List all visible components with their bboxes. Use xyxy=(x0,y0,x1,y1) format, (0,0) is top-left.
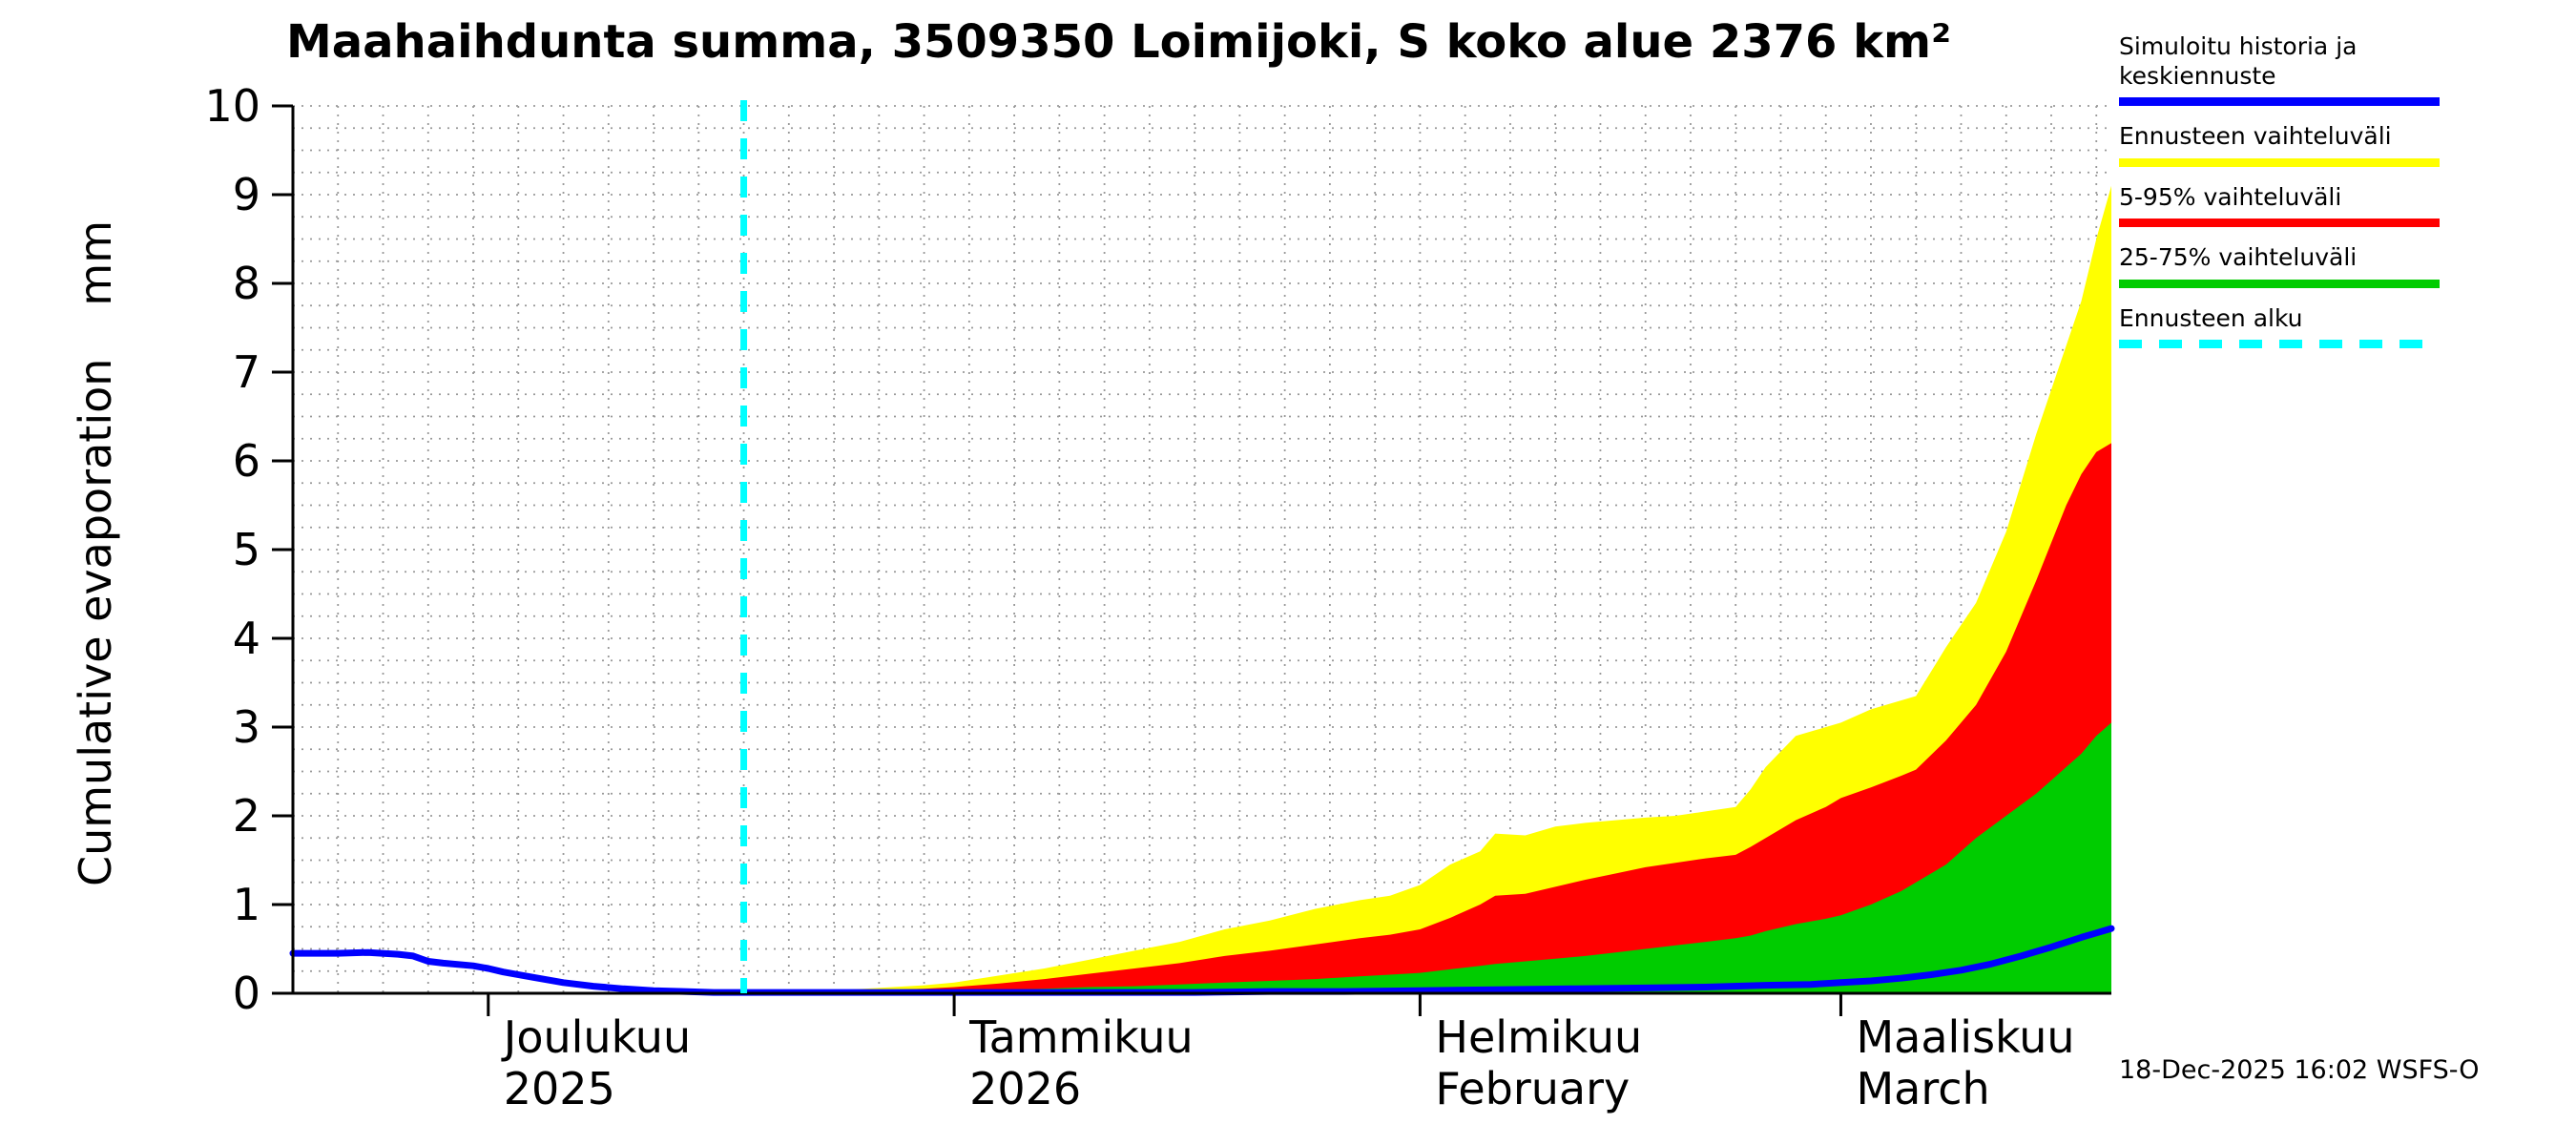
legend-item-4: Ennusteen alku xyxy=(2119,303,2440,348)
month-label: Tammikuu xyxy=(968,1011,1194,1063)
month-label: Joulukuu xyxy=(501,1011,691,1063)
legend-item-3: 25-75% vaihteluväli xyxy=(2119,243,2440,288)
y-tick-label: 6 xyxy=(233,435,260,487)
timestamp: 18-Dec-2025 16:02 WSFS-O xyxy=(2119,1055,2480,1085)
legend-label: Simuloitu historia ja keskiennuste xyxy=(2119,32,2358,90)
page-title: Maahaihdunta summa, 3509350 Loimijoki, S… xyxy=(286,15,1952,69)
band-ffff00 xyxy=(743,185,2111,993)
month-label: Helmikuu xyxy=(1435,1011,1642,1063)
month-sublabel: March xyxy=(1856,1063,1989,1114)
y-tick-label: 3 xyxy=(233,701,260,753)
legend-swatch-dashed xyxy=(2119,340,2440,348)
y-tick-label: 7 xyxy=(233,346,260,398)
legend-label: 5-95% vaihteluväli xyxy=(2119,182,2342,211)
month-sublabel: 2025 xyxy=(504,1063,615,1114)
y-tick-label: 5 xyxy=(233,524,260,575)
month-sublabel: February xyxy=(1435,1063,1630,1114)
y-tick-label: 10 xyxy=(204,80,260,132)
legend-swatch xyxy=(2119,157,2440,167)
legend-label: Ennusteen vaihteluväli xyxy=(2119,122,2392,150)
y-tick-label: 9 xyxy=(233,169,260,220)
y-tick-label: 8 xyxy=(233,258,260,309)
y-tick-label: 1 xyxy=(233,879,260,930)
legend-swatch xyxy=(2119,219,2440,227)
legend-swatch xyxy=(2119,97,2440,106)
y-tick-label: 2 xyxy=(233,790,260,842)
legend-item-2: 5-95% vaihteluväli xyxy=(2119,182,2440,227)
month-sublabel: 2026 xyxy=(969,1063,1081,1114)
band-ff0000 xyxy=(743,443,2111,993)
legend-item-0: Simuloitu historia ja keskiennuste xyxy=(2119,32,2440,106)
legend-item-1: Ennusteen vaihteluväli xyxy=(2119,122,2440,167)
legend: Simuloitu historia ja keskiennuste Ennust… xyxy=(2119,32,2440,364)
legend-label: 25-75% vaihteluväli xyxy=(2119,243,2358,271)
month-label: Maaliskuu xyxy=(1856,1011,2074,1063)
y-tick-label: 4 xyxy=(233,613,260,664)
legend-swatch xyxy=(2119,279,2440,288)
y-tick-label: 0 xyxy=(233,968,260,1019)
legend-label: Ennusteen alku xyxy=(2119,303,2303,332)
